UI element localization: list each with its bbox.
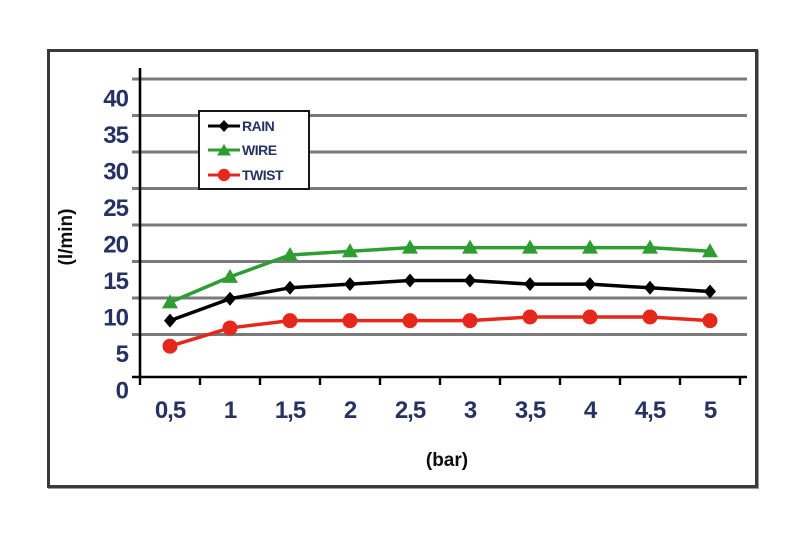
x-tick-label-3,5: 3,5: [515, 397, 546, 424]
series-twist-marker: [342, 313, 358, 329]
series-twist-marker: [282, 313, 298, 329]
twist-circle-marker-icon: [208, 168, 240, 181]
x-tick-label-1,5: 1,5: [275, 397, 306, 424]
x-tick-label-1: 1: [224, 397, 237, 424]
series-wire-marker: [282, 246, 298, 261]
x-tick-label-2: 2: [344, 397, 357, 424]
legend: RAIN WIRE TWIST: [198, 110, 310, 190]
y-tick-label-40: 40: [103, 86, 128, 113]
series-wire-marker: [462, 239, 478, 254]
series-rain-line: [169, 278, 711, 323]
series-twist-line: [169, 315, 711, 348]
y-tick-label-25: 25: [103, 195, 128, 222]
series-rain-marker: [524, 277, 536, 292]
series-twist-marker: [222, 320, 238, 336]
series-wire-marker: [162, 294, 178, 309]
series-layer: [162, 239, 718, 354]
y-tick-label-5: 5: [116, 341, 129, 368]
series-rain-marker: [284, 280, 296, 295]
series-rain-marker: [584, 277, 596, 292]
rain-diamond-marker-icon: [208, 119, 240, 132]
series-rain-marker: [344, 277, 356, 292]
x-tick-label-4: 4: [584, 397, 598, 424]
series-wire-marker: [522, 239, 538, 254]
legend-label-wire: WIRE: [242, 142, 277, 158]
series-wire-marker: [702, 243, 718, 258]
series-twist-marker: [642, 309, 658, 325]
series-twist-marker: [522, 309, 538, 325]
legend-item-twist: TWIST: [207, 164, 308, 186]
series-wire-marker: [342, 243, 358, 258]
x-tick-label-0,5: 0,5: [155, 397, 186, 424]
legend-item-wire: WIRE: [207, 139, 308, 161]
x-axis-title: (bar): [426, 450, 468, 471]
y-tick-label-30: 30: [103, 159, 128, 186]
y-axis-title: (l/min): [56, 209, 77, 266]
legend-label-twist: TWIST: [242, 166, 284, 183]
x-tick-label-2,5: 2,5: [395, 397, 426, 424]
chart-frame: [47, 49, 758, 488]
y-tick-label-15: 15: [103, 268, 128, 295]
legend-item-rain: RAIN: [207, 115, 308, 137]
series-twist-marker: [582, 309, 598, 325]
series-wire-line: [169, 245, 711, 305]
series-rain-marker: [224, 291, 236, 306]
x-tick-label-4,5: 4,5: [635, 397, 666, 424]
tick-label-layer: 0 5 10 15 20 25 30 35 40 0,5 1 1,5 2 2,5 3 3,5 4 4,5 5: [103, 86, 718, 425]
series-wire-marker: [402, 239, 418, 254]
series-rain-marker: [164, 313, 176, 328]
y-tick-label-0: 0: [116, 378, 129, 405]
wire-triangle-marker-icon: [208, 144, 240, 156]
series-twist-marker: [702, 313, 718, 329]
series-rain-marker: [464, 273, 476, 288]
series-rain-marker: [644, 280, 656, 295]
series-twist-marker: [162, 338, 178, 354]
series-rain-marker: [704, 284, 716, 299]
legend-label-rain: RAIN: [242, 117, 275, 134]
x-tick-label-3: 3: [464, 397, 477, 424]
series-rain-marker: [404, 273, 416, 288]
series-wire-marker: [642, 239, 658, 254]
series-twist-marker: [402, 313, 418, 329]
series-twist-marker: [462, 313, 478, 329]
axis-layer: [132, 68, 747, 385]
y-tick-label-10: 10: [103, 305, 128, 332]
x-tick-label-5: 5: [704, 397, 717, 424]
y-tick-label-20: 20: [103, 232, 128, 259]
series-wire-marker: [582, 239, 598, 254]
series-wire-marker: [222, 268, 238, 283]
y-tick-label-35: 35: [103, 122, 128, 149]
